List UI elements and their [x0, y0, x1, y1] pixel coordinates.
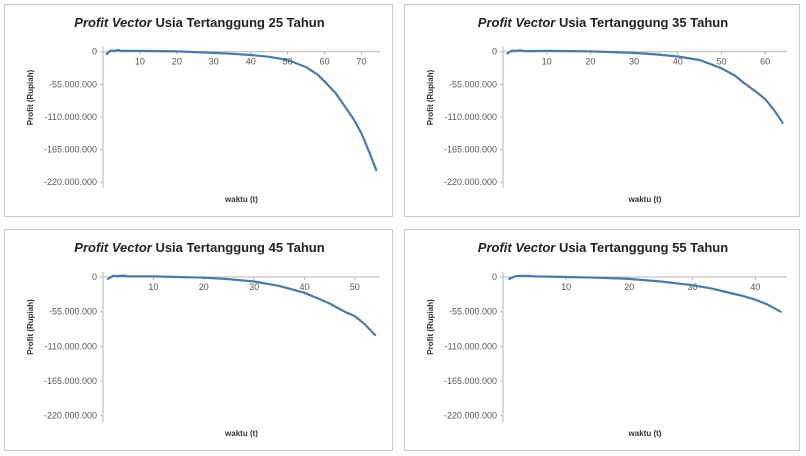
chart-title-rest: Usia Tertanggung 55 Tahun: [555, 240, 728, 255]
chart-title-rest: Usia Tertanggung 35 Tahun: [555, 15, 728, 30]
y-tick-label: -55.000.000: [49, 307, 97, 317]
chart-title: Profit Vector Usia Tertanggung 25 Tahun: [74, 15, 324, 30]
series-line: [105, 48, 378, 172]
y-axis-label: Profit (Rupiah): [26, 69, 35, 125]
series-line: [508, 274, 782, 313]
y-axis-label: Profit (Rupiah): [26, 299, 35, 355]
chart-svg: Profit Vector Usia Tertanggung 35 Tahun 0…: [426, 15, 787, 204]
series-line: [106, 274, 377, 337]
chart-title: Profit Vector Usia Tertanggung 45 Tahun: [74, 240, 324, 255]
series-line: [506, 49, 784, 124]
x-tick-label: 70: [357, 57, 367, 67]
x-tick-label: 40: [246, 57, 256, 67]
y-tick-label: -55.000.000: [449, 79, 497, 89]
y-tick-label: -165.000.000: [44, 376, 97, 386]
chart-title: Profit Vector Usia Tertanggung 35 Tahun: [478, 15, 728, 30]
x-tick-label: 30: [249, 282, 259, 292]
x-tick-label: 60: [320, 57, 330, 67]
x-tick-label: 50: [350, 282, 360, 292]
x-tick-label: 20: [624, 282, 634, 292]
y-axis-label: Profit (Rupiah): [426, 299, 435, 355]
y-tick-label: 0: [92, 272, 97, 282]
x-tick-label: 10: [561, 282, 571, 292]
chart-title-rest: Usia Tertanggung 25 Tahun: [152, 15, 325, 30]
x-axis-label: waktu (t): [628, 429, 662, 438]
chart-svg: Profit Vector Usia Tertanggung 25 Tahun 0…: [26, 15, 380, 204]
x-tick-label: 20: [199, 282, 209, 292]
chart-panel-55: Profit Vector Usia Tertanggung 55 Tahun 0…: [404, 229, 800, 451]
y-tick-label: -165.000.000: [444, 144, 497, 154]
chart-title-italic: Profit Vector: [74, 240, 152, 255]
x-tick-label: 40: [673, 57, 683, 67]
x-tick-label: 10: [135, 57, 145, 67]
x-tick-label: 40: [750, 282, 760, 292]
chart-panel-45: Profit Vector Usia Tertanggung 45 Tahun 0…: [4, 229, 393, 451]
y-tick-label: 0: [92, 47, 97, 57]
x-tick-label: 50: [283, 57, 293, 67]
chart-title: Profit Vector Usia Tertanggung 55 Tahun: [478, 240, 728, 255]
y-tick-label: -220.000.000: [444, 411, 497, 421]
y-tick-label: -55.000.000: [449, 307, 497, 317]
x-tick-label: 60: [760, 57, 770, 67]
chart-panel-35: Profit Vector Usia Tertanggung 35 Tahun 0…: [404, 4, 800, 217]
y-tick-label: -220.000.000: [44, 411, 97, 421]
x-tick-label: 10: [542, 57, 552, 67]
y-tick-label: -110.000.000: [45, 341, 97, 351]
x-tick-label: 30: [687, 282, 697, 292]
chart-title-rest: Usia Tertanggung 45 Tahun: [152, 240, 325, 255]
chart-title-italic: Profit Vector: [478, 240, 556, 255]
x-tick-label: 50: [716, 57, 726, 67]
x-axis-label: waktu (t): [628, 195, 662, 204]
chart-svg: Profit Vector Usia Tertanggung 45 Tahun 0…: [26, 240, 380, 438]
y-tick-label: 0: [492, 47, 497, 57]
y-tick-label: -165.000.000: [44, 144, 97, 154]
x-tick-label: 40: [299, 282, 309, 292]
y-tick-label: -110.000.000: [445, 112, 497, 122]
chart-title-italic: Profit Vector: [478, 15, 556, 30]
y-tick-label: -55.000.000: [49, 79, 97, 89]
x-tick-label: 10: [148, 282, 158, 292]
chart-panel-25: Profit Vector Usia Tertanggung 25 Tahun 0…: [4, 4, 393, 217]
x-tick-label: 20: [172, 57, 182, 67]
x-axis-label: waktu (t): [224, 429, 258, 438]
x-tick-label: 30: [209, 57, 219, 67]
x-tick-label: 30: [629, 57, 639, 67]
y-tick-label: -165.000.000: [444, 376, 497, 386]
x-axis-label: waktu (t): [224, 195, 258, 204]
y-tick-label: -220.000.000: [44, 177, 97, 187]
y-axis-label: Profit (Rupiah): [426, 69, 435, 125]
y-tick-label: -110.000.000: [45, 112, 97, 122]
x-tick-label: 20: [585, 57, 595, 67]
y-tick-label: 0: [492, 272, 497, 282]
chart-svg: Profit Vector Usia Tertanggung 55 Tahun 0…: [426, 240, 787, 438]
y-tick-label: -110.000.000: [445, 341, 497, 351]
y-tick-label: -220.000.000: [444, 177, 497, 187]
chart-title-italic: Profit Vector: [74, 15, 152, 30]
